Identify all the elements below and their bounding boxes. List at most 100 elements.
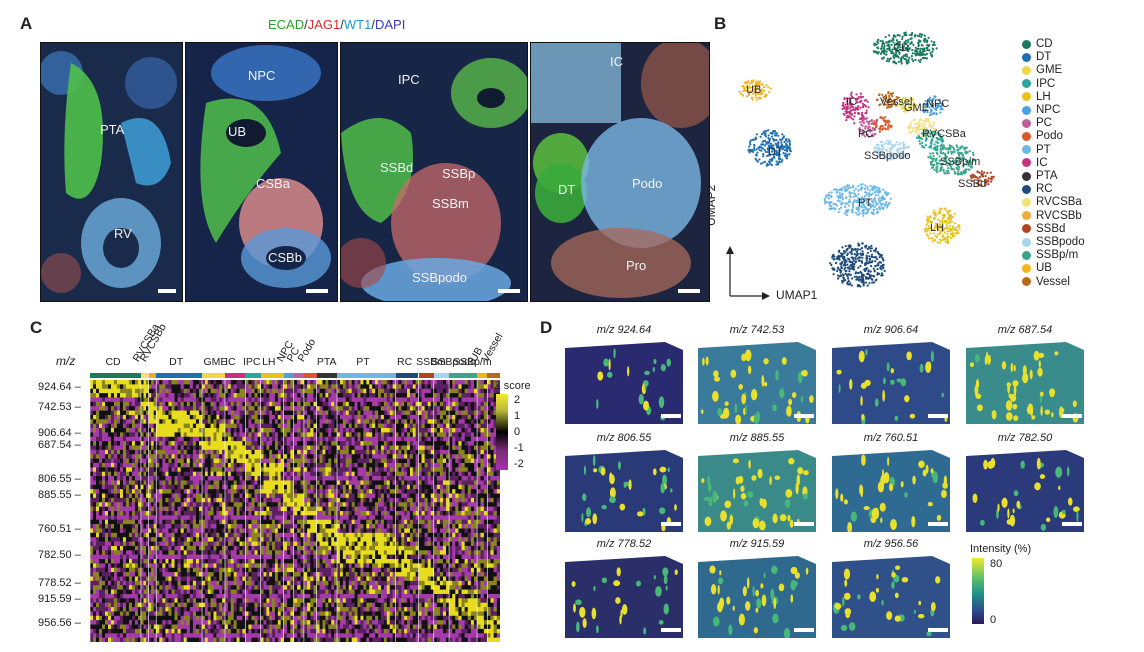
heatmap-cell: [216, 380, 220, 385]
umap-point-cd: [911, 48, 914, 52]
heatmap-cell: [345, 397, 350, 403]
heatmap-cell: [293, 393, 298, 398]
umap-point-ic: [848, 97, 851, 100]
heatmap-cell: [222, 380, 226, 385]
heatmap-cell: [369, 419, 373, 424]
umap-point-rvcsba: [914, 130, 917, 133]
umap-point-rvcsba: [929, 123, 932, 126]
heatmap-cell: [483, 454, 488, 459]
heatmap-cell: [398, 397, 402, 403]
heatmap-cell: [436, 454, 441, 459]
heatmap-cell: [439, 384, 444, 390]
heatmap-cell: [328, 401, 332, 407]
heatmap-cell: [319, 393, 323, 398]
heatmap-cell: [389, 432, 393, 438]
heatmap-cell: [467, 436, 472, 442]
heatmap-cell: [272, 458, 276, 464]
heatmap-cell: [143, 428, 147, 433]
heatmap-cell: [339, 393, 344, 398]
label-pro: Pro: [626, 258, 647, 273]
umap-point-ssbp-m: [949, 147, 952, 150]
heatmap-cell: [180, 449, 185, 455]
heatmap-cell: [404, 380, 408, 385]
umap-point-dt: [769, 142, 773, 145]
heatmap-cell: [480, 441, 485, 446]
heatmap-cell: [490, 380, 494, 385]
heatmap-cell: [473, 441, 478, 446]
heatmap-cell: [404, 436, 408, 442]
heatmap-cell: [104, 423, 109, 429]
heatmap-cell: [134, 436, 139, 442]
heatmap-cell: [113, 458, 118, 464]
heatmap-cell: [395, 393, 399, 398]
heatmap-cell: [421, 414, 425, 420]
heatmap-cell: [369, 436, 373, 442]
heatmap-cell: [233, 388, 237, 394]
heatmap-cell: [125, 449, 130, 455]
heatmap-cell: [283, 436, 288, 442]
heatmap-cell: [283, 445, 288, 451]
heatmap-cell: [480, 393, 485, 398]
umap-point-pt: [872, 213, 875, 216]
heatmap-cell: [418, 401, 422, 407]
heatmap-cell: [360, 393, 364, 398]
heatmap-cell: [487, 406, 491, 411]
heatmap-cell: [257, 436, 261, 442]
heatmap-cell: [464, 454, 469, 459]
heatmap-cell: [146, 384, 149, 390]
umap-point-ic: [845, 97, 849, 100]
heatmap-cell: [260, 445, 264, 451]
heatmap-cell: [148, 419, 152, 424]
heatmap-cell: [148, 423, 152, 429]
heatmap-cell: [424, 410, 428, 416]
umap-point-gme: [912, 102, 916, 105]
umap-point-pt: [852, 200, 855, 203]
heatmap-cell: [363, 397, 367, 403]
heatmap-cell: [424, 419, 428, 424]
heatmap-cell: [439, 419, 444, 424]
umap-point-rc: [844, 266, 847, 269]
heatmap-cell: [156, 397, 160, 403]
heatmap-cell: [165, 458, 169, 464]
heatmap-cell: [461, 393, 465, 398]
heatmap-cell: [131, 388, 136, 394]
heatmap-cell: [464, 432, 469, 438]
heatmap-cell: [198, 458, 203, 464]
umap-point-cd: [892, 38, 895, 41]
heatmap-cell: [300, 436, 305, 442]
umap-point-ssbp-m: [958, 166, 961, 169]
heatmap-cell: [230, 401, 235, 407]
heatmap-cell: [464, 380, 469, 385]
heatmap-cell: [409, 445, 414, 451]
heatmap-cell: [389, 423, 393, 429]
heatmap-cell: [496, 384, 500, 390]
heatmap-cell: [372, 449, 376, 455]
heatmap-cell: [227, 428, 232, 433]
umap-point-ub: [759, 93, 762, 96]
heatmap-cell: [452, 410, 456, 416]
heatmap-cell: [493, 432, 498, 438]
heatmap-cell: [461, 388, 465, 394]
heatmap-cell: [430, 393, 435, 398]
heatmap-cell: [101, 384, 106, 390]
heatmap-cell: [337, 432, 341, 438]
heatmap-cell: [487, 428, 491, 433]
umap-point-rc: [848, 270, 851, 273]
heatmap-cell: [398, 380, 402, 385]
heatmap-cell: [461, 445, 465, 451]
heatmap-cell: [369, 406, 373, 411]
heatmap-cell: [204, 428, 209, 433]
heatmap-cell: [128, 393, 133, 398]
heatmap-cell: [439, 436, 444, 442]
heatmap-cell: [345, 401, 350, 407]
heatmap-cell: [415, 380, 419, 385]
heatmap-cell: [293, 388, 298, 394]
column-color-cd: [90, 373, 141, 378]
heatmap-cell: [383, 454, 388, 459]
heatmap-cell: [286, 406, 291, 411]
umap-point-rc: [840, 269, 843, 273]
heatmap-cell: [430, 432, 435, 438]
umap-point-ssbpodo: [907, 145, 910, 148]
heatmap-cell: [452, 436, 456, 442]
heatmap-cell: [274, 393, 279, 398]
